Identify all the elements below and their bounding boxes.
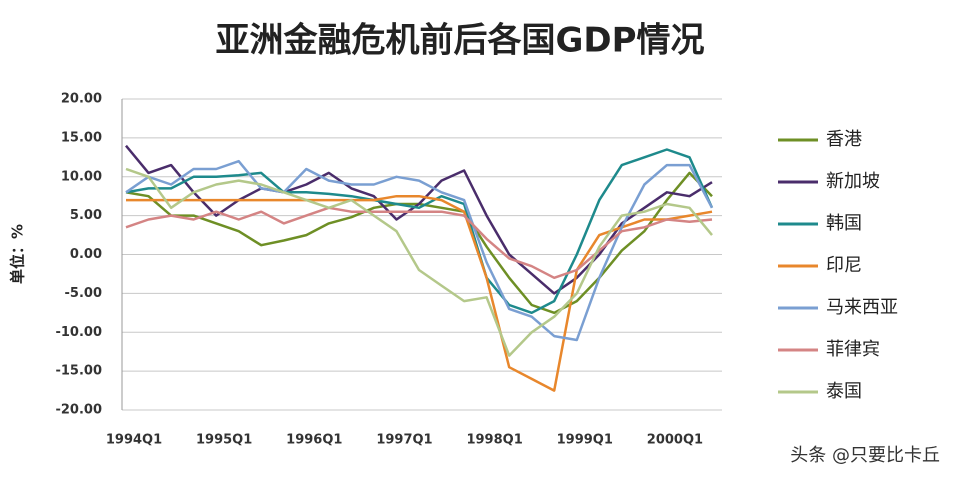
legend-label: 香港 [826, 129, 862, 150]
y-axis-label: 单位：% [9, 224, 27, 284]
y-tick-label: -20.00 [55, 403, 102, 418]
watermark: 头条 @只要比卡丘 [790, 445, 940, 466]
legend-label: 泰国 [826, 381, 862, 402]
legend-label: 韩国 [826, 213, 862, 234]
x-tick-label: 1997Q1 [376, 433, 432, 448]
legend-label: 菲律宾 [826, 339, 880, 360]
series-line [125, 167, 713, 357]
y-tick-label: 20.00 [61, 92, 102, 107]
legend-label: 印尼 [826, 255, 862, 276]
y-tick-label: -10.00 [55, 325, 102, 340]
x-tick-label: 1999Q1 [557, 433, 613, 448]
legend-label: 新加坡 [826, 171, 880, 192]
y-tick-label: 10.00 [61, 169, 102, 184]
x-tick-label: 2000Q1 [647, 433, 703, 448]
y-tick-label: 0.00 [70, 247, 102, 262]
series-line [125, 159, 714, 342]
y-tick-label: -5.00 [65, 286, 102, 301]
x-tick-label: 1996Q1 [286, 433, 342, 448]
y-tick-label: 5.00 [70, 208, 102, 223]
x-tick-label: 1994Q1 [106, 433, 162, 448]
y-tick-label: -15.00 [55, 364, 102, 379]
legend-label: 马来西亚 [826, 297, 898, 318]
series-line [125, 148, 714, 315]
x-tick-label: 1995Q1 [196, 433, 252, 448]
series-line [125, 206, 713, 280]
x-tick-label: 1998Q1 [466, 433, 522, 448]
series-line [126, 194, 713, 392]
chart-title: 亚洲金融危机前后各国GDP情况 [215, 21, 704, 61]
series-line [125, 144, 713, 295]
y-tick-label: 15.00 [61, 130, 102, 145]
